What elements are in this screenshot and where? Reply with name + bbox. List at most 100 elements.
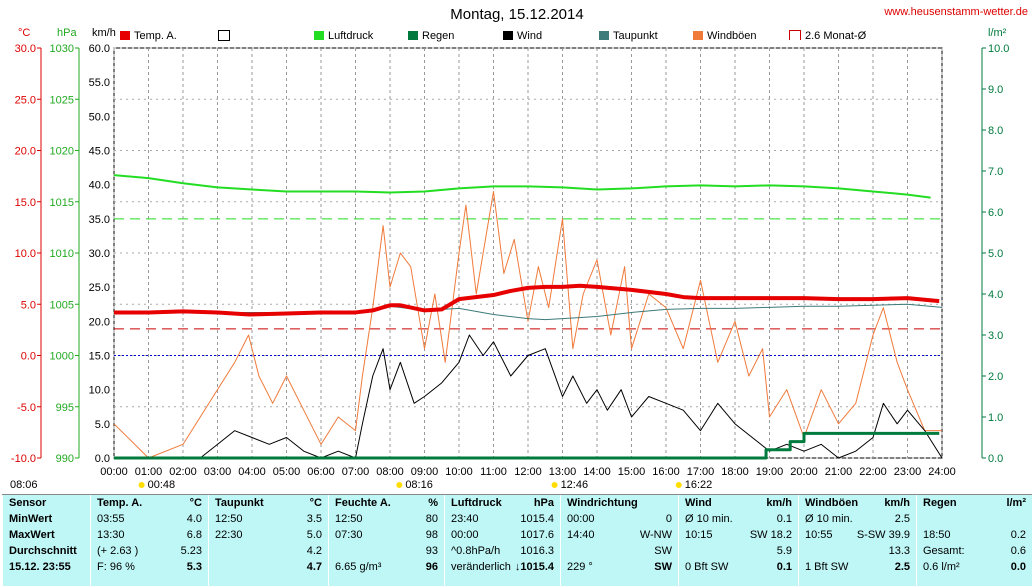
legend-label: Regen — [422, 30, 455, 42]
wind-tick-label: 10.0 — [89, 385, 110, 397]
event-marker — [138, 482, 145, 488]
table-column: Temp. A. °C 03:55 4.0 13:30 6.8 (+ 2.63 ) 5.23 F… — [90, 495, 208, 586]
legend-item: Wind — [503, 30, 542, 42]
temp-series — [114, 283, 940, 317]
rain-tick-label: 10.0 — [988, 43, 1009, 55]
rain-tick-label: 4.0 — [988, 289, 1003, 301]
table-cell: Windböen — [805, 497, 859, 509]
x-tick-label: 11:00 — [480, 466, 507, 478]
table-column: Feuchte A.% 12:50 80 07:30 98 93 6.65 g/m³ 96 — [328, 495, 444, 586]
temp-tick-label: 5.0 — [21, 299, 36, 311]
table-cell: 93 — [425, 545, 438, 557]
legend-item: 2.6 Monat-Ø — [789, 30, 866, 42]
table-column: Windrichtung 00:00 0 14:40 W-NW SW 229 ° SW — [560, 495, 678, 586]
table-cell: Ø 10 min. — [685, 513, 733, 525]
table-column: Luftdruck hPa 23:40 1015.4 00:00 1017.6 ^0.8hP… — [444, 495, 560, 586]
table-cell: Temp. A. — [97, 497, 143, 509]
x-tick-label: 23:00 — [894, 466, 922, 478]
table-cell: 03:55 — [97, 513, 125, 525]
rain-tick-label: 2.0 — [988, 371, 1003, 383]
wind-series — [114, 334, 943, 459]
rain-tick-label: 1.0 — [988, 412, 1003, 424]
table-cell: 12:50 — [335, 513, 363, 525]
press-tick-label: 1020 — [50, 146, 74, 158]
table-cell: Windrichtung — [567, 497, 638, 509]
table-cell: S-SW 39.9 — [856, 529, 910, 541]
gust-series — [113, 191, 942, 459]
table-cell: Feuchte A. — [335, 497, 391, 509]
rain-series — [114, 431, 940, 460]
table-cell: 14:40 — [567, 529, 595, 541]
wind-tick-label: 60.0 — [89, 43, 110, 55]
event-label: 08:16 — [405, 479, 433, 491]
table-cell: 2.5 — [894, 513, 910, 525]
temp-tick-label: 10.0 — [15, 248, 36, 260]
table-cell: 13.3 — [888, 545, 910, 557]
x-tick-label: 01:00 — [135, 466, 163, 478]
table-cell: 12:50 — [215, 513, 243, 525]
table-cell: Regen — [923, 497, 957, 509]
legend-swatch — [693, 31, 703, 40]
table-column: Regen l/m² 18:50 0.2 Gesamt: 0.6 0.6 l/m² 0.0 — [916, 495, 1032, 586]
table-cell: 5.23 — [180, 545, 202, 557]
x-tick-label: 03:00 — [204, 466, 232, 478]
legend-item: Taupunkt — [599, 30, 658, 42]
table-cell: MaxWert — [9, 529, 55, 541]
legend-label: Windböen — [707, 30, 757, 42]
table-cell: ↓1015.4 — [514, 561, 554, 573]
table-cell: Sensor — [9, 497, 47, 509]
x-tick-label: 18:00 — [721, 466, 749, 478]
rain-tick-label: 3.0 — [988, 330, 1003, 342]
x-tick-label: 13:00 — [549, 466, 577, 478]
table-cell: 15.12. 23:55 — [9, 561, 71, 573]
table-cell: 00:00 — [451, 529, 479, 541]
table-cell: 0.2 — [1010, 529, 1026, 541]
legend-item: Windböen — [693, 30, 757, 42]
press-tick-label: 990 — [56, 453, 74, 465]
table-cell: Luftdruck — [451, 497, 502, 509]
table-cell: 5.9 — [776, 545, 792, 557]
x-tick-label: 20:00 — [790, 466, 818, 478]
x-tick-label: 19:00 — [756, 466, 784, 478]
table-cell: 3.5 — [306, 513, 322, 525]
table-column: Sensor MinWert MaxWert Durchschnitt 15.12. 2… — [2, 495, 90, 586]
table-cell: 80 — [425, 513, 438, 525]
table-cell: 13:30 — [97, 529, 125, 541]
x-tick-label: 07:00 — [342, 466, 370, 478]
temp-tick-label: -5.0 — [17, 402, 36, 414]
table-cell: (+ 2.63 ) — [97, 545, 139, 557]
legend-item — [218, 30, 234, 43]
table-cell: 4.0 — [186, 513, 202, 525]
wind-tick-label: 5.0 — [95, 419, 110, 431]
x-tick-label: 15:00 — [618, 466, 646, 478]
event-marker — [675, 482, 682, 488]
legend-swatch — [314, 31, 324, 40]
event-marker — [551, 482, 558, 488]
table-cell: 0.0 — [1010, 561, 1026, 573]
rain-tick-label: 9.0 — [988, 84, 1003, 96]
table-cell: SW 18.2 — [749, 529, 792, 541]
table-cell: 6.65 g/m³ — [335, 561, 382, 573]
press-tick-label: 1030 — [50, 43, 74, 55]
x-tick-label: 08:00 — [376, 466, 404, 478]
table-cell: 98 — [425, 529, 438, 541]
table-cell: 4.7 — [306, 561, 322, 573]
legend-item: Temp. A. — [120, 30, 177, 42]
legend-label: 2.6 Monat-Ø — [805, 30, 867, 42]
table-cell: 00:00 — [567, 513, 595, 525]
table-cell: l/m² — [1006, 497, 1026, 509]
wind-tick-label: 40.0 — [89, 180, 110, 192]
table-cell: ^0.8hPa/h — [451, 545, 501, 557]
x-tick-label: 24:00 — [928, 466, 956, 478]
x-tick-label: 22:00 — [859, 466, 887, 478]
rain-tick-label: 6.0 — [988, 207, 1003, 219]
temp-tick-label: 30.0 — [15, 43, 36, 55]
press-tick-label: 1015 — [50, 197, 74, 209]
table-cell: 18:50 — [923, 529, 951, 541]
table-cell: 5.0 — [306, 529, 322, 541]
x-tick-label: 21:00 — [825, 466, 853, 478]
legend-item: Luftdruck — [314, 30, 373, 42]
x-tick-label: 02:00 — [169, 466, 197, 478]
table-cell: 0 — [665, 513, 672, 525]
site-link[interactable]: www.heusenstamm-wetter.de — [884, 6, 1028, 18]
